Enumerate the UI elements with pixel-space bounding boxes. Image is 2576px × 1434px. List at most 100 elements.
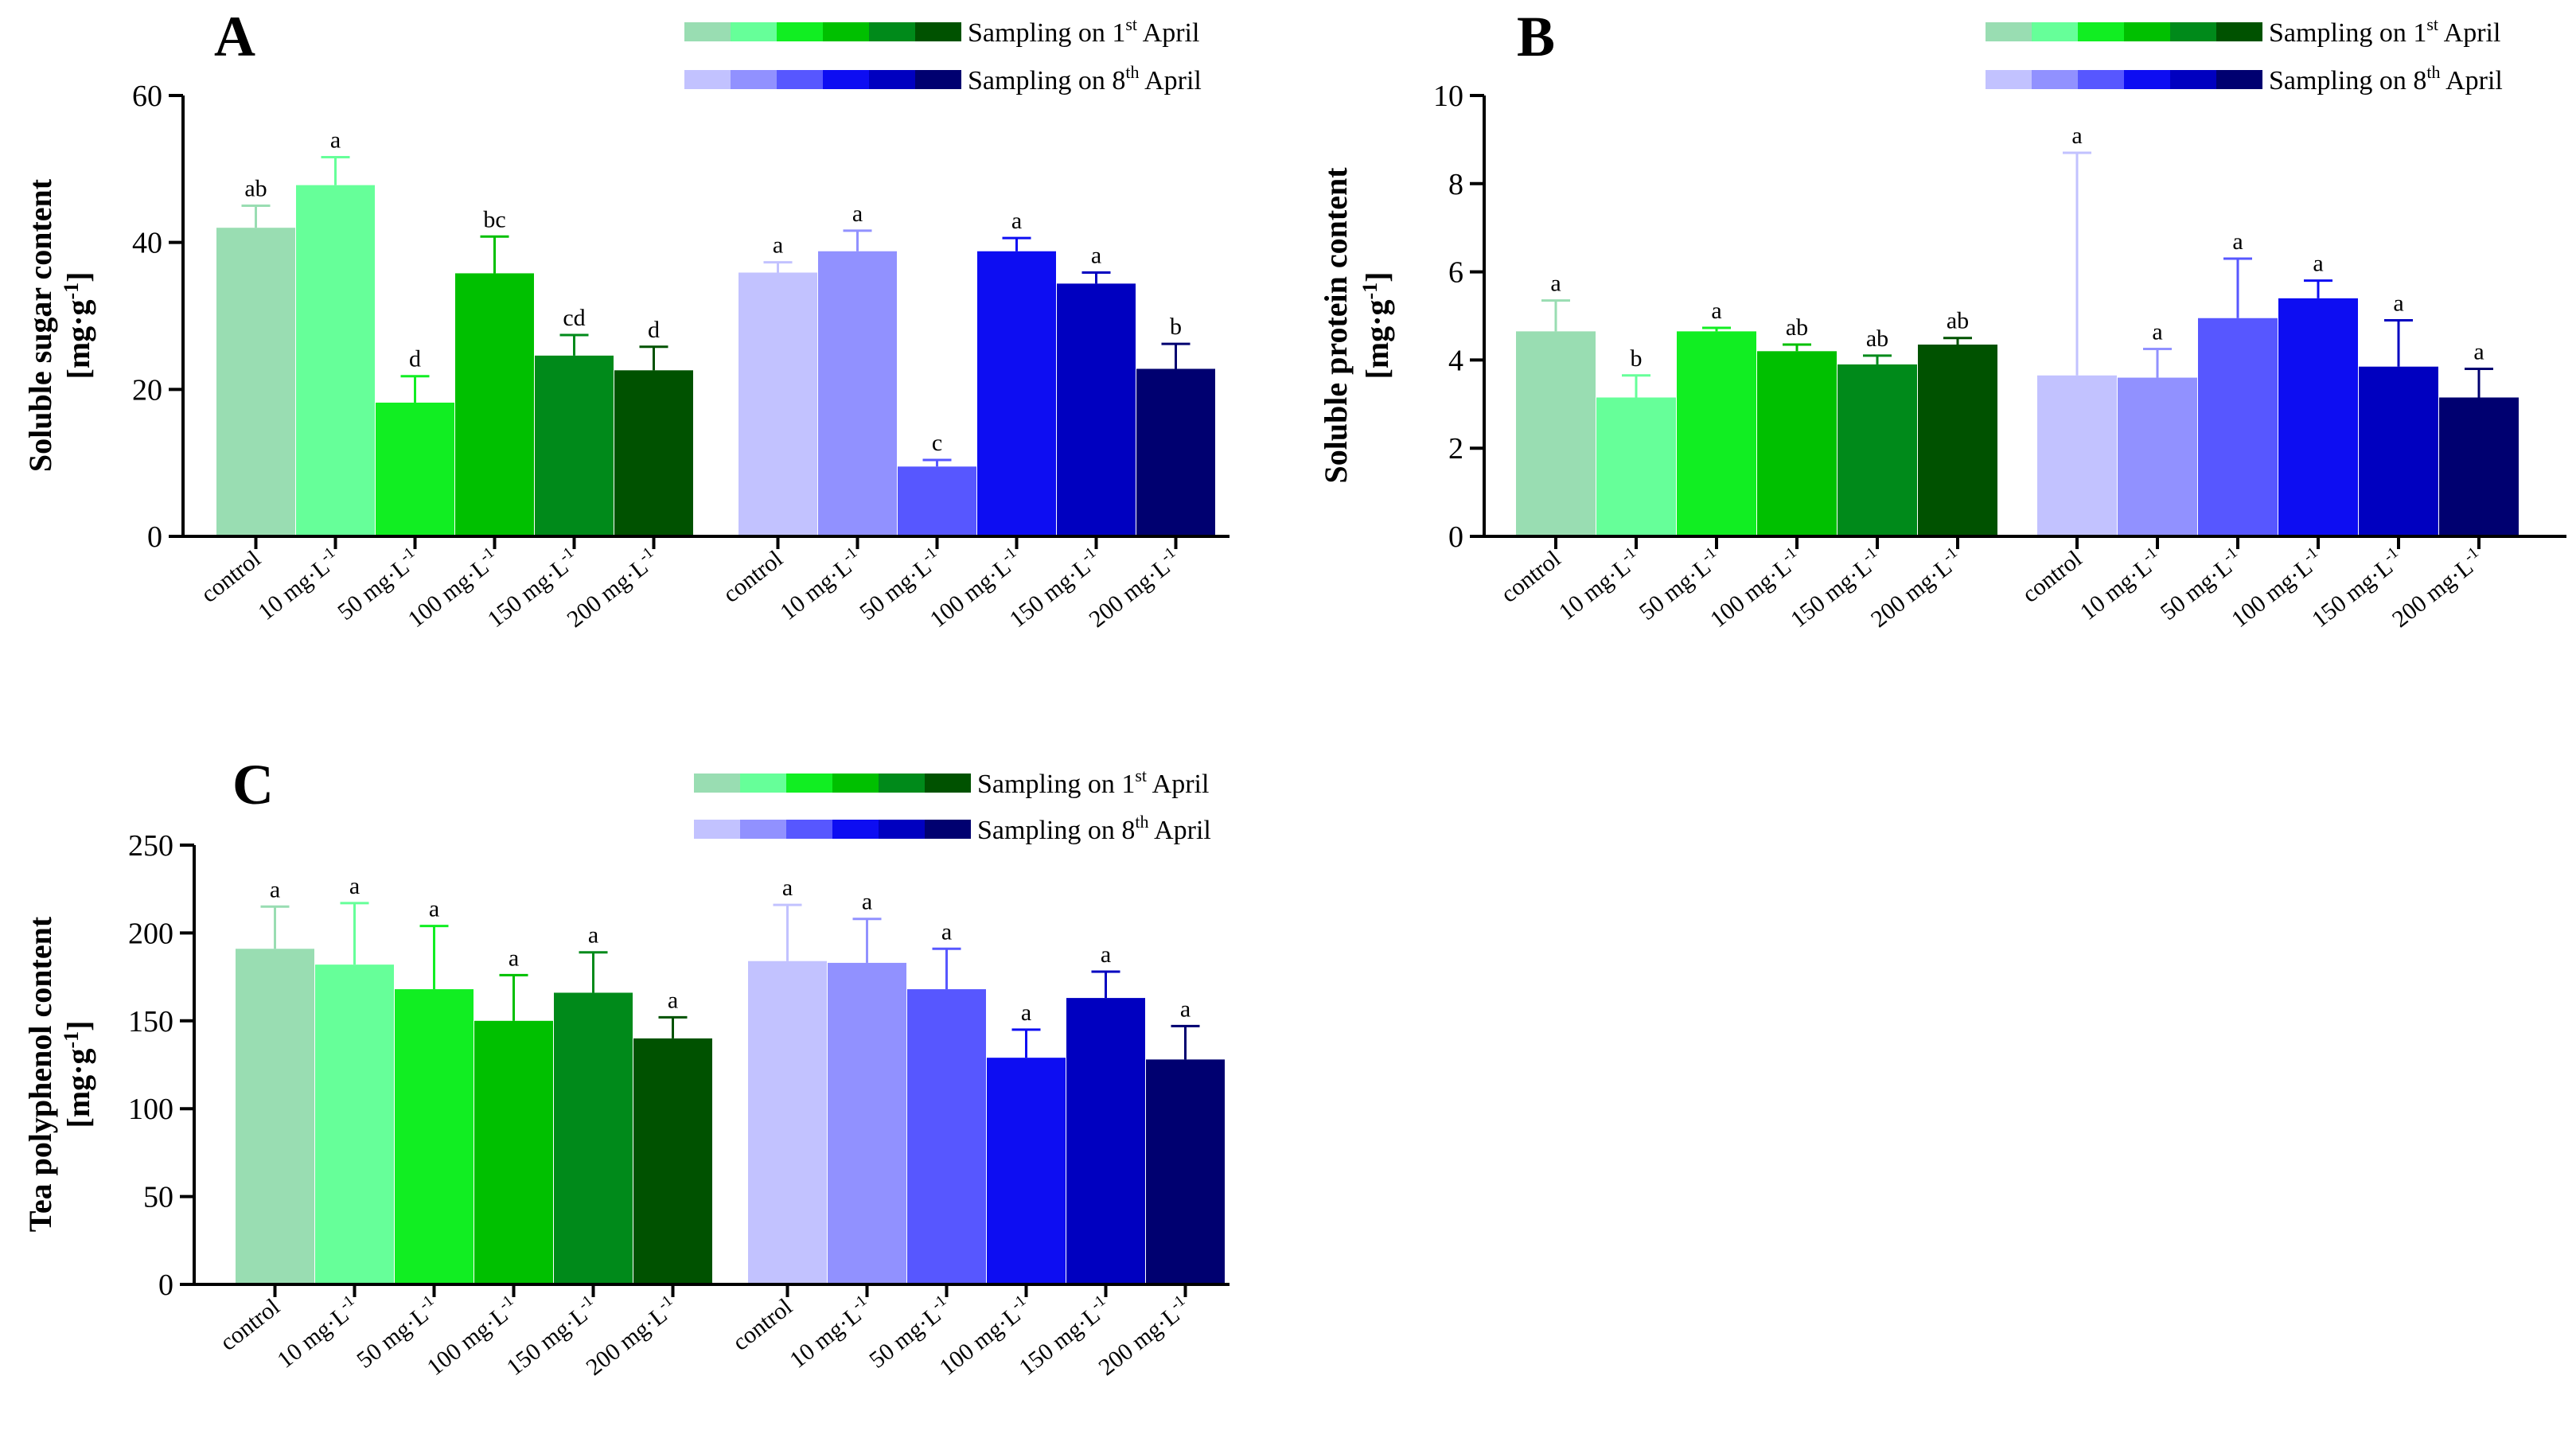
- legend-prefix-entry2: Sampling on 8: [968, 66, 1125, 95]
- ytick-label-c-4: 200: [128, 917, 173, 950]
- legend-sup-entry2: th: [1125, 62, 1139, 82]
- legend-sup-entry1: st: [1135, 766, 1147, 785]
- xtick-label-a-1-0: control: [719, 546, 788, 608]
- bar-s1-5: [614, 370, 693, 536]
- legend-sup-entry1: st: [1125, 14, 1137, 34]
- ytick-label-a-3: 60: [132, 80, 162, 113]
- xtick-label-text-a-0-4: 150 mg·L: [482, 554, 573, 633]
- legend-swatch-entry2-2: [786, 820, 832, 839]
- ytick-label-b-4: 8: [1448, 168, 1463, 201]
- ytick-label-a-0: 0: [147, 520, 162, 554]
- legend-swatch-entry2-1: [740, 820, 786, 839]
- legend-swatch-entry1-5: [2216, 22, 2262, 41]
- legend-suffix-entry2: April: [2440, 66, 2502, 95]
- bar-s2-2: [907, 989, 986, 1284]
- legend-suffix-entry2: April: [1139, 66, 1201, 95]
- sig-letter-s2-0: a: [773, 232, 783, 259]
- ylabel-c: Tea polyphenol content: [22, 916, 58, 1232]
- bar-s2-3: [977, 251, 1056, 536]
- ylabel-unit-b: [mg·g-1]: [1358, 272, 1395, 380]
- ylabel-unit-exp-a: -1: [60, 283, 83, 300]
- xtick-label-text-b-1-3: 100 mg·L: [2227, 554, 2317, 633]
- legend-label-entry2: Sampling on 8th April: [2269, 62, 2503, 95]
- sig-letter-s2-4: a: [2393, 290, 2403, 317]
- xtick-label-text-a-0-2: 50 mg·L: [333, 554, 414, 625]
- ytick-label-c-3: 150: [128, 1005, 173, 1038]
- sig-letter-s2-5: a: [2473, 338, 2484, 364]
- xtick-label-text-c-0-5: 200 mg·L: [581, 1302, 672, 1381]
- ytick-label-b-2: 4: [1448, 344, 1463, 377]
- bar-s2-5: [2439, 397, 2519, 536]
- bar-s2-4: [2359, 366, 2438, 536]
- legend-a: Sampling on 1st April Sampling on 8th Apr…: [684, 14, 1202, 95]
- legend-label-entry2: Sampling on 8th April: [977, 812, 1211, 845]
- xtick-label-text-a-1-2: 50 mg·L: [855, 554, 936, 625]
- bar-s2-0: [748, 961, 827, 1284]
- legend-suffix-entry1: April: [1137, 18, 1199, 48]
- ylabel-unit-text-c: [mg·g: [60, 1049, 96, 1128]
- legend-swatch-entry1-0: [684, 22, 731, 41]
- legend-prefix-entry2: Sampling on 8: [2269, 66, 2426, 95]
- xtick-label-c-0-1: 10 mg·L-1: [271, 1292, 364, 1374]
- ylabel-unit-exp-b: -1: [1358, 283, 1382, 300]
- xtick-label-text-a-1-5: 200 mg·L: [1084, 554, 1175, 633]
- bar-s2-5: [1136, 368, 1215, 536]
- xtick-label-text-c-1-3: 100 mg·L: [934, 1302, 1025, 1381]
- xtick-label-text-b-0-5: 200 mg·L: [1866, 554, 1957, 633]
- xtick-label-text-c-1-1: 10 mg·L: [785, 1302, 866, 1374]
- ytick-label-b-1: 2: [1448, 432, 1463, 466]
- sig-letter-s1-0: a: [1550, 271, 1561, 297]
- legend-swatch-entry1-3: [823, 22, 869, 41]
- xtick-label-text-b-0-4: 150 mg·L: [1786, 554, 1876, 633]
- sig-letter-s2-4: a: [1101, 941, 1111, 968]
- legend-suffix-entry1: April: [1147, 770, 1209, 799]
- bar-s2-3: [987, 1058, 1066, 1284]
- sig-letter-s1-1: a: [330, 127, 341, 154]
- xtick-label-text-c-1-4: 150 mg·L: [1014, 1302, 1105, 1381]
- ylabel-b: Soluble protein content: [1318, 167, 1354, 484]
- xtick-label-a-0-0: control: [197, 546, 266, 608]
- panel-letter-b: B: [1517, 5, 1555, 68]
- sig-letter-s1-5: ab: [1947, 308, 1969, 334]
- sig-letter-s1-2: a: [1711, 298, 1721, 324]
- bar-s2-1: [818, 251, 897, 536]
- sig-letter-s2-3: a: [1011, 208, 1022, 234]
- legend-swatch-entry1-3: [832, 774, 879, 793]
- legend-swatch-entry2-3: [823, 70, 869, 89]
- legend-swatch-entry2-3: [2124, 70, 2170, 89]
- xtick-label-text-b-1-1: 10 mg·L: [2075, 554, 2157, 625]
- sig-letter-s1-4: ab: [1866, 325, 1888, 352]
- sig-letter-s1-4: cd: [563, 305, 585, 331]
- xtick-label-b-1-5: 200 mg·L-1: [2386, 544, 2488, 633]
- xtick-label-c-0-0: control: [216, 1294, 285, 1356]
- legend-prefix-entry1: Sampling on 1: [968, 18, 1125, 48]
- sig-letter-s1-3: ab: [1786, 314, 1808, 341]
- legend-swatch-entry2-5: [915, 70, 961, 89]
- panel-letter-a: A: [214, 5, 255, 68]
- xtick-label-text-b-1-5: 200 mg·L: [2387, 554, 2478, 633]
- legend-prefix-entry2: Sampling on 8: [977, 816, 1135, 845]
- xtick-label-text-c-0-2: 50 mg·L: [352, 1302, 433, 1374]
- xtick-label-text-b-0-0: control: [1496, 546, 1565, 608]
- sig-letter-s2-0: a: [2071, 123, 2082, 149]
- ylabel-a: Soluble sugar content: [22, 178, 58, 472]
- legend-label-entry1: Sampling on 1st April: [968, 14, 1199, 48]
- ylabel-unit-close-b: ]: [1359, 272, 1395, 283]
- legend-swatch-entry2-4: [2170, 70, 2216, 89]
- ylabel-unit-c: [mg·g-1]: [60, 1021, 96, 1128]
- bar-s1-0: [236, 949, 314, 1284]
- bar-s1-4: [1837, 364, 1917, 536]
- xtick-label-text-c-1-0: control: [728, 1294, 797, 1356]
- sig-letter-s1-1: b: [1631, 345, 1643, 372]
- legend-suffix-entry2: April: [1148, 816, 1210, 845]
- xtick-label-text-c-0-4: 150 mg·L: [501, 1302, 592, 1381]
- legend-suffix-entry1: April: [2438, 18, 2500, 48]
- bar-s2-2: [898, 466, 976, 536]
- sig-letter-s2-1: a: [862, 889, 872, 915]
